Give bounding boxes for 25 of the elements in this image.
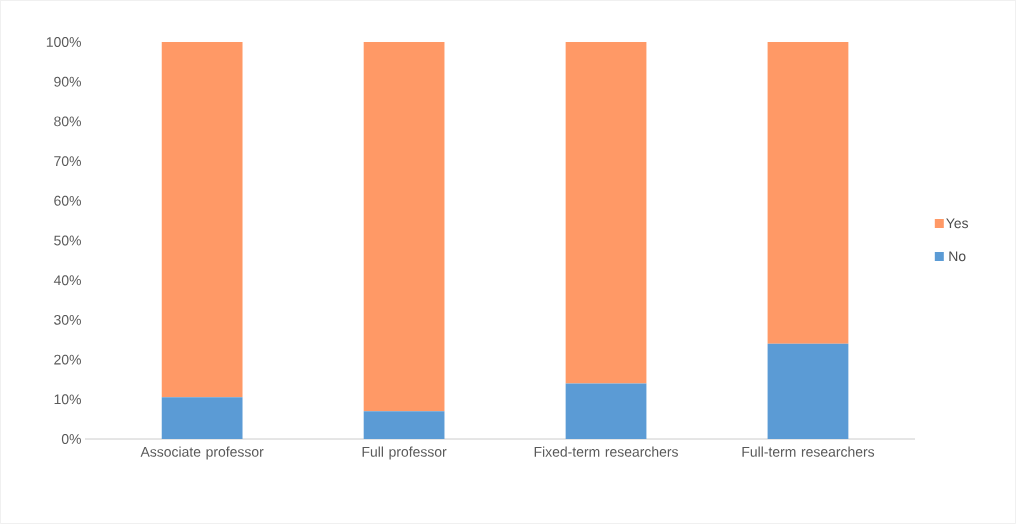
y-tick-label: 40% [53, 275, 81, 286]
bar [565, 383, 647, 439]
y-tick-label: 60% [54, 195, 81, 206]
y-tick-label: 50% [54, 235, 81, 246]
y-tick-label: 80% [54, 116, 81, 127]
legend-label: No [949, 251, 966, 262]
bar [161, 42, 243, 398]
y-tick-label: 70% [54, 156, 81, 167]
bar [363, 411, 445, 439]
legend-label: Yes [946, 218, 969, 229]
x-tick-label: Fixed-term researchers [534, 446, 678, 457]
bar [565, 42, 647, 384]
y-tick-label: 10% [54, 394, 81, 405]
bar [767, 343, 849, 439]
y-tick-label: 0% [61, 434, 81, 444]
x-tick-label: Full-term researchers [742, 446, 875, 457]
x-tick-label: Full professor [362, 446, 447, 460]
y-tick-label: 90% [54, 76, 81, 87]
bar [767, 42, 849, 344]
bar [363, 42, 445, 412]
bar [161, 397, 243, 439]
y-tick-label: 100% [46, 37, 81, 47]
y-tick-label: 30% [54, 314, 81, 325]
x-tick-label: Associate professor [140, 446, 264, 460]
y-tick-label: 20% [54, 354, 81, 365]
